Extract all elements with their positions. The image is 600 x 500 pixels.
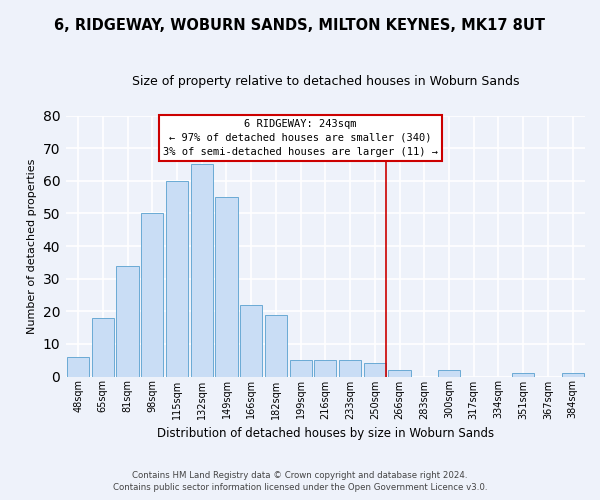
Bar — [67, 357, 89, 376]
Bar — [215, 197, 238, 376]
Text: Contains HM Land Registry data © Crown copyright and database right 2024.
Contai: Contains HM Land Registry data © Crown c… — [113, 471, 487, 492]
Bar — [141, 214, 163, 376]
Text: 6 RIDGEWAY: 243sqm
← 97% of detached houses are smaller (340)
3% of semi-detache: 6 RIDGEWAY: 243sqm ← 97% of detached hou… — [163, 119, 438, 157]
Bar — [364, 364, 386, 376]
Bar — [314, 360, 337, 376]
Bar — [388, 370, 410, 376]
Bar — [290, 360, 312, 376]
Title: Size of property relative to detached houses in Woburn Sands: Size of property relative to detached ho… — [131, 75, 519, 88]
Bar — [265, 314, 287, 376]
Bar — [116, 266, 139, 376]
Bar — [339, 360, 361, 376]
Bar — [562, 374, 584, 376]
Bar — [191, 164, 213, 376]
Bar — [438, 370, 460, 376]
Bar — [512, 374, 535, 376]
Bar — [166, 181, 188, 376]
Text: 6, RIDGEWAY, WOBURN SANDS, MILTON KEYNES, MK17 8UT: 6, RIDGEWAY, WOBURN SANDS, MILTON KEYNES… — [55, 18, 545, 32]
Y-axis label: Number of detached properties: Number of detached properties — [27, 158, 37, 334]
X-axis label: Distribution of detached houses by size in Woburn Sands: Distribution of detached houses by size … — [157, 427, 494, 440]
Bar — [92, 318, 114, 376]
Bar — [240, 305, 262, 376]
